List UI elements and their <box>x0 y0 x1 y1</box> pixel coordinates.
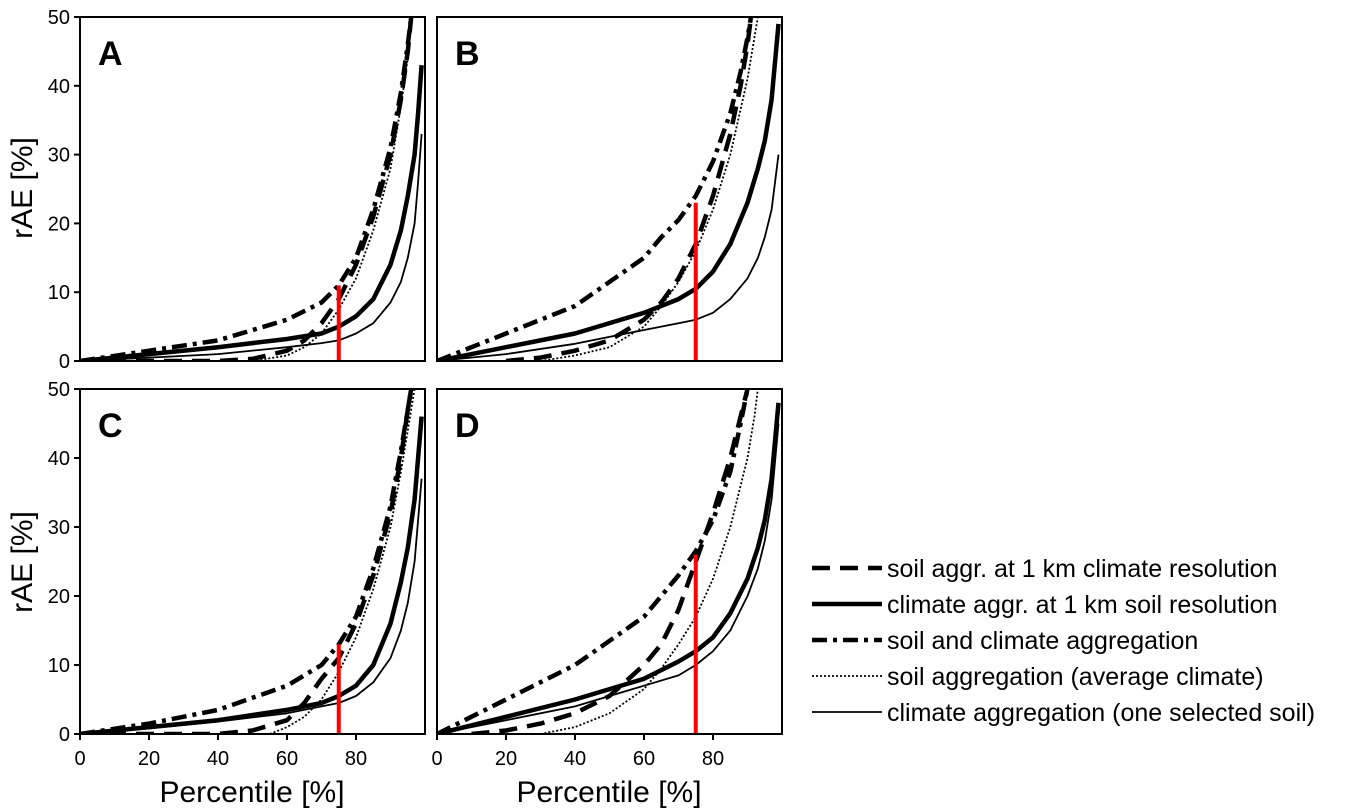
series-line-dashdot <box>80 17 414 361</box>
axis-titles-layer: rAE [%] rAE [%] Percentile [%] Percentil… <box>6 137 702 809</box>
series-line-dashdot <box>80 389 414 734</box>
x-tick-label: 0 <box>431 748 442 770</box>
legend: soil aggr. at 1 km climate resolution cli… <box>812 555 1315 727</box>
panel-letter: D <box>455 407 480 445</box>
y-tick-label: 10 <box>48 655 70 677</box>
panel-letter: A <box>98 35 123 73</box>
series-group <box>80 17 424 361</box>
series-group <box>437 389 781 734</box>
series-line-dotted <box>540 17 759 361</box>
plot-frame <box>436 388 783 735</box>
series-line-dashed <box>505 17 754 361</box>
x-tick-label: 60 <box>276 748 298 770</box>
y-tick-label: 0 <box>59 724 70 746</box>
legend-label: soil and climate aggregation <box>887 627 1198 655</box>
y-tick-label: 50 <box>48 7 70 29</box>
panel-c: C 0 10 20 30 40 50 0 20 40 60 80 <box>48 379 426 770</box>
panel-a: A 0 10 20 30 40 50 <box>48 7 426 373</box>
series-line-solid-thin <box>437 423 780 734</box>
series-line-dashdot <box>437 17 754 361</box>
series-line-solid-thin <box>80 133 423 361</box>
legend-label: climate aggregation (one selected soil) <box>887 699 1315 727</box>
legend-label: climate aggr. at 1 km soil resolution <box>887 591 1277 619</box>
series-line-solid-thick <box>80 65 424 361</box>
y-tick-label: 20 <box>48 586 70 608</box>
series-line-solid-thick <box>437 402 781 734</box>
series-line-dotted <box>269 389 416 734</box>
y-tick-label: 30 <box>48 517 70 539</box>
panel-d: D 0 20 40 60 80 <box>431 388 783 770</box>
x-tick-label: 0 <box>74 748 85 770</box>
x-tick-label: 20 <box>138 748 160 770</box>
y-tick-label: 30 <box>48 145 70 167</box>
x-axis-title-right: Percentile [%] <box>516 776 701 809</box>
plot-frame <box>79 388 426 735</box>
y-tick-label: 40 <box>48 448 70 470</box>
panel-letter: C <box>98 407 123 445</box>
series-line-solid-thick <box>80 416 424 734</box>
y-tick-label: 40 <box>48 76 70 98</box>
y-tick-label: 0 <box>59 351 70 373</box>
series-group <box>80 389 424 734</box>
series-line-dotted <box>540 389 759 734</box>
series-line-dashed <box>471 389 750 734</box>
panel-b: B <box>436 16 783 362</box>
panel-letter: B <box>455 35 480 73</box>
y-tick-label: 50 <box>48 379 70 401</box>
legend-label: soil aggregation (average climate) <box>887 663 1264 691</box>
series-line-dashdot <box>437 389 750 734</box>
series-line-solid-thin <box>437 154 780 361</box>
y-tick-label: 10 <box>48 282 70 304</box>
x-tick-label: 80 <box>702 748 724 770</box>
plot-frame <box>436 16 783 362</box>
x-tick-label: 40 <box>564 748 586 770</box>
y-tick-label: 20 <box>48 213 70 235</box>
series-line-dotted <box>252 17 413 361</box>
series-line-solid-thin <box>80 478 423 734</box>
x-axis-title-left: Percentile [%] <box>159 776 344 809</box>
panels-layer: A 0 10 20 30 40 50 B C 0 10 20 30 40 50 0 20 40 60 80 D 0 20 40… <box>48 7 783 770</box>
series-group <box>437 17 781 361</box>
x-tick-label: 40 <box>207 748 229 770</box>
plot-frame <box>79 16 426 362</box>
x-tick-label: 20 <box>495 748 517 770</box>
y-axis-title-bottom: rAE [%] <box>6 511 39 613</box>
x-tick-label: 80 <box>345 748 367 770</box>
series-line-solid-thick <box>437 23 781 361</box>
y-axis-title-top: rAE [%] <box>6 137 39 239</box>
x-tick-label: 60 <box>633 748 655 770</box>
legend-label: soil aggr. at 1 km climate resolution <box>887 555 1277 583</box>
